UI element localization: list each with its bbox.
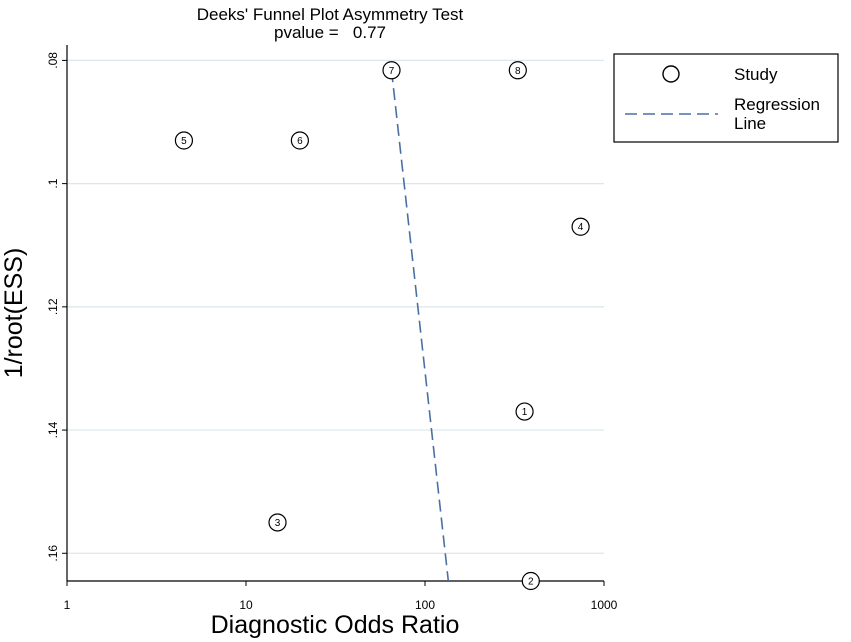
study-marker	[382, 61, 401, 80]
x-tick-label: 1000	[591, 598, 618, 612]
study-marker	[508, 61, 527, 80]
study-label: 7	[389, 66, 395, 77]
y-tick-label: .08	[46, 52, 60, 69]
legend-study-label: Study	[734, 65, 778, 84]
study-point-2: 2	[521, 571, 540, 591]
study-points: 1 2 3 4 5 6 7 8	[174, 61, 590, 591]
study-marker	[521, 571, 540, 591]
study-label: 5	[181, 136, 187, 147]
y-tick-label: .1	[46, 178, 60, 188]
study-label: 8	[515, 66, 521, 77]
y-ticks: .08 .1 .12 .14 .16	[46, 52, 67, 562]
study-label: 4	[578, 222, 584, 233]
y-tick-label: .16	[46, 545, 60, 562]
study-point-6: 6	[290, 131, 309, 150]
x-ticks: 1 10 100 1000	[64, 581, 618, 612]
y-tick-label: .14	[46, 421, 60, 438]
legend-regression-label: Regression Line	[734, 95, 820, 133]
study-marker	[515, 402, 534, 421]
legend-study-symbol	[662, 65, 680, 83]
study-point-8: 8	[508, 61, 527, 80]
chart-title: Deeks' Funnel Plot Asymmetry Test	[197, 5, 464, 24]
study-label: 1	[522, 407, 528, 418]
x-tick-label: 1	[64, 598, 71, 612]
study-marker	[290, 131, 309, 150]
regression-line-group	[390, 70, 450, 582]
legend-box	[613, 53, 839, 143]
grid-lines	[67, 59, 604, 554]
study-point-7: 7	[382, 61, 401, 80]
study-marker	[571, 217, 590, 236]
y-tick-label: .12	[46, 298, 60, 315]
y-axis-label: 1/root(ESS)	[0, 248, 28, 379]
regression-line	[390, 70, 450, 582]
study-point-1: 1	[515, 402, 534, 421]
study-point-5: 5	[174, 131, 194, 150]
study-label: 2	[528, 577, 534, 588]
axes	[66, 45, 604, 582]
study-point-3: 3	[268, 513, 287, 532]
study-marker	[174, 131, 194, 150]
study-marker	[268, 513, 287, 532]
x-tick-label: 10	[239, 598, 253, 612]
legend: Study Regression Line	[613, 53, 839, 143]
x-axis-label: Diagnostic Odds Ratio	[211, 611, 460, 639]
study-label: 6	[297, 136, 303, 147]
x-tick-label: 100	[415, 598, 435, 612]
chart-subtitle: pvalue = 0.77	[274, 23, 386, 42]
study-point-4: 4	[571, 217, 590, 236]
study-label: 3	[275, 518, 281, 529]
